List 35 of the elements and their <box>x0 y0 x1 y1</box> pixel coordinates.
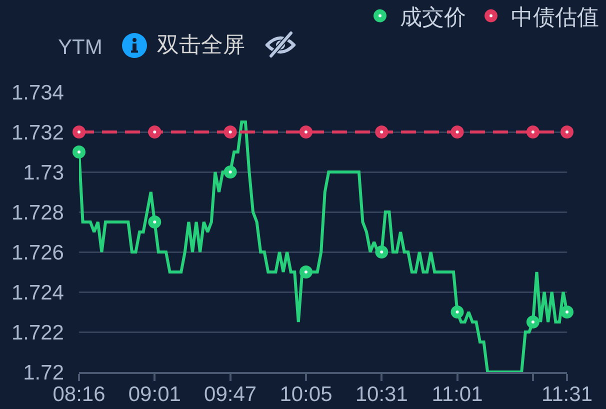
x-tick-label: 10:31 <box>355 383 408 406</box>
x-tick-label: 09:47 <box>204 383 257 406</box>
text: 双击全屏 <box>157 32 245 57</box>
point <box>526 126 540 138</box>
point <box>450 126 464 138</box>
y-tick-label: 1.726 <box>11 241 64 264</box>
point <box>560 306 574 318</box>
y-tick-label: 1.734 <box>11 81 64 104</box>
x-tick-label: 08:16 <box>52 383 106 406</box>
y-tick-label: 1.728 <box>11 201 64 224</box>
point <box>148 126 162 138</box>
point <box>72 146 86 158</box>
point <box>148 216 162 228</box>
y-tick-label: 1.732 <box>11 121 64 144</box>
x-tick-label: 11:01 <box>432 383 483 406</box>
point <box>299 126 312 138</box>
point <box>72 126 86 138</box>
y-axis-title: YTM <box>58 36 102 59</box>
point <box>375 246 388 258</box>
y-tick-label: 1.72 <box>23 361 64 384</box>
x-tick-label: 11:31 <box>542 383 592 406</box>
point <box>560 126 574 138</box>
point <box>375 126 388 138</box>
y-tick-label: 1.724 <box>11 281 64 304</box>
x-tick-label: 10:05 <box>280 383 332 406</box>
x-tick-label: 09:01 <box>128 383 181 406</box>
point <box>450 306 464 318</box>
point <box>224 126 237 138</box>
legend-label: 成交价 <box>400 4 466 30</box>
point <box>224 166 237 178</box>
y-tick-label: 1.722 <box>11 321 64 344</box>
point <box>526 316 540 328</box>
point <box>299 266 312 278</box>
y-tick-label: 1.73 <box>23 161 64 184</box>
legend-label: 中债估值 <box>511 4 599 30</box>
